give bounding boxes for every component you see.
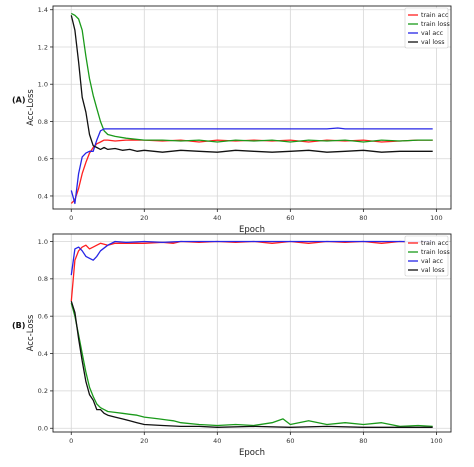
y-tick-label: 0.6 (38, 312, 48, 320)
legend-label: val loss (421, 39, 445, 46)
series-line-val-loss (70, 301, 433, 428)
panel-label: (A) (12, 96, 26, 105)
legend-label: train loss (421, 21, 450, 28)
series-line-val-acc (70, 127, 433, 205)
series-line-val-loss (70, 15, 433, 153)
x-tick-label: 0 (69, 437, 73, 445)
y-tick-label: 0.4 (38, 192, 48, 200)
y-tick-label: 1.0 (38, 238, 48, 246)
x-axis-label: Epoch (239, 225, 265, 235)
y-tick-label: 1.0 (38, 81, 48, 89)
series-group (70, 12, 433, 205)
plot-frame (52, 233, 452, 433)
legend: train acc train loss val acc val loss (404, 235, 450, 277)
x-tick-label: 60 (286, 214, 294, 222)
plot-frame (52, 5, 452, 210)
series-line-train-acc (70, 240, 433, 302)
x-tick-label: 40 (213, 437, 221, 445)
y-tick-label: 0.0 (38, 425, 48, 433)
y-tick-label: 0.8 (38, 118, 48, 126)
x-tick-label: 80 (359, 437, 367, 445)
legend-label: val acc (421, 258, 444, 265)
y-tick-label: 0.4 (38, 350, 48, 358)
series-line-val-acc (70, 240, 433, 276)
legend-label: train acc (421, 240, 449, 247)
legend-label: val loss (421, 267, 445, 274)
legend-label: train loss (421, 249, 450, 256)
x-tick-label: 20 (140, 214, 148, 222)
chart-panel-2: 0 20 40 60 80 100 0.0 0.2 0.4 0.6 0.8 1.0 Epoch Acc-L… (12, 233, 452, 458)
legend-label: val acc (421, 30, 444, 37)
x-tick-label: 80 (359, 214, 367, 222)
legend-box (404, 235, 449, 277)
y-tick-label: 0.2 (38, 387, 48, 395)
x-tick-label: 0 (69, 214, 73, 222)
x-tick-label: 60 (286, 437, 294, 445)
y-tick-label: 1.4 (38, 6, 48, 14)
y-tick-label: 0.8 (38, 275, 48, 283)
series-line-train-loss (70, 302, 433, 428)
chart-panel-1: 0 20 40 60 80 100 0.4 0.6 0.8 1.0 1.2 1.4 Epoch Acc-L… (12, 5, 452, 235)
y-axis-label: Acc-Loss (26, 314, 36, 351)
y-axis-label: Acc-Loss (26, 89, 36, 126)
y-tick-label: 0.6 (38, 155, 48, 163)
x-axis-label: Epoch (239, 448, 265, 458)
x-tick-label: 100 (430, 214, 442, 222)
series-group (70, 240, 433, 428)
legend-box (404, 7, 449, 49)
x-tick-label: 100 (430, 437, 442, 445)
y-tick-label: 1.2 (38, 43, 48, 51)
legend-label: train acc (421, 12, 449, 19)
x-tick-label: 20 (140, 437, 148, 445)
legend: train acc train loss val acc val loss (404, 7, 450, 49)
panel-label: (B) (12, 321, 25, 330)
x-tick-label: 40 (213, 214, 221, 222)
series-line-train-loss (70, 12, 433, 143)
